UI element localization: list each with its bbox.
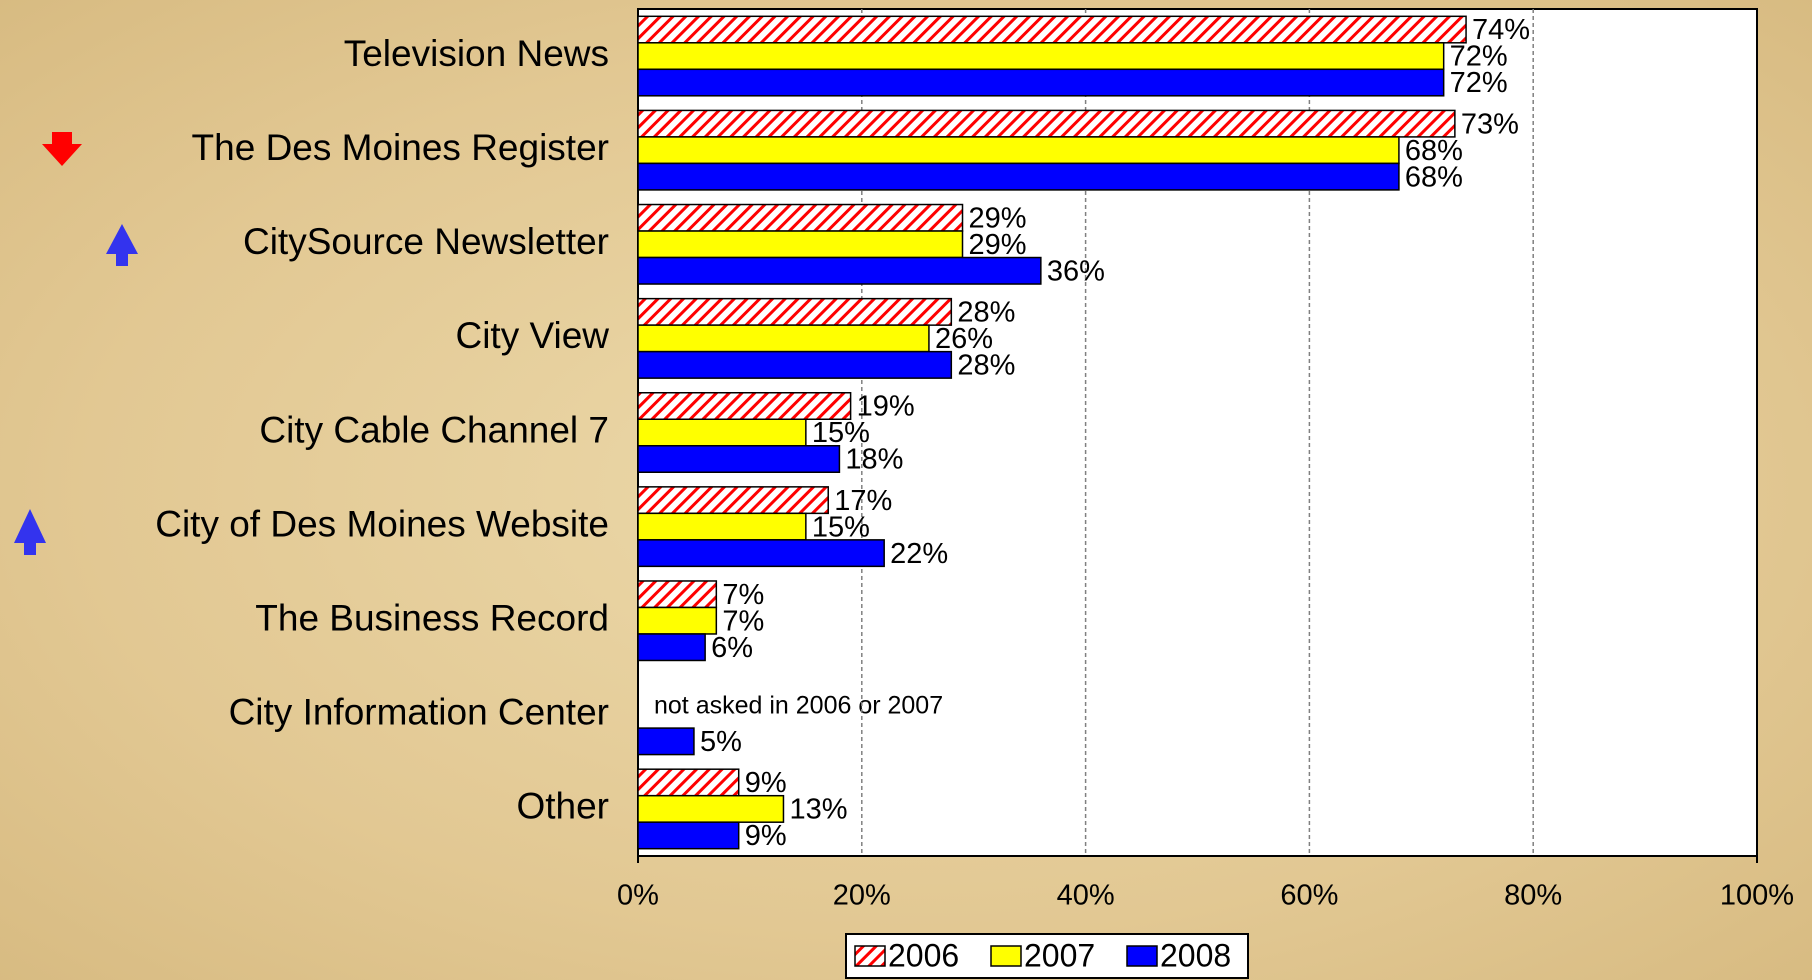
category-label: City View [455, 315, 609, 356]
bar [637, 203, 964, 232]
x-tick-label: 100% [1720, 880, 1794, 912]
data-label: 29% [969, 229, 1027, 261]
category-label: City Information Center [229, 692, 609, 733]
category-label: Other [516, 786, 609, 827]
legend-label: 2006 [888, 937, 959, 973]
bar [637, 297, 953, 326]
bar [637, 539, 885, 568]
x-tick-label: 40% [1057, 880, 1115, 912]
bar [637, 794, 785, 823]
up-arrow [14, 509, 46, 555]
data-label: 72% [1450, 67, 1508, 99]
bar [637, 256, 1042, 285]
bar [637, 42, 1445, 71]
data-label: 7% [722, 605, 764, 637]
legend-label: 2008 [1160, 937, 1231, 973]
data-label: 22% [890, 538, 948, 570]
bar [637, 162, 1400, 191]
bar [637, 68, 1445, 97]
bar [637, 580, 718, 609]
data-label: 9% [745, 820, 787, 852]
data-label: 29% [969, 202, 1027, 234]
data-label: 68% [1405, 135, 1463, 167]
category-label: The Business Record [255, 598, 609, 639]
category-label: City Cable Channel 7 [259, 409, 609, 450]
bar [637, 136, 1400, 165]
data-label: 74% [1472, 14, 1530, 46]
bar [637, 392, 852, 420]
category-label: City of Des Moines Website [155, 503, 609, 544]
x-tick-label: 0% [617, 880, 659, 912]
data-label: 6% [711, 632, 753, 664]
data-label: 13% [789, 794, 847, 826]
data-label: 17% [834, 485, 892, 517]
data-label: 15% [812, 417, 870, 449]
bar [637, 15, 1467, 44]
data-label: 72% [1450, 41, 1508, 73]
data-label: 36% [1047, 255, 1105, 287]
bar [637, 230, 964, 259]
bar [637, 324, 930, 353]
bar [637, 821, 740, 850]
bar [637, 512, 807, 541]
data-label: 5% [700, 726, 742, 758]
data-label: 19% [857, 391, 915, 423]
category-label: CitySource Newsletter [243, 221, 609, 262]
x-tick-label: 80% [1504, 880, 1562, 912]
x-tick-label: 20% [833, 880, 891, 912]
bar [637, 486, 829, 515]
data-label: 28% [957, 350, 1015, 382]
bar [637, 727, 695, 756]
bar [637, 418, 807, 447]
legend-swatch [990, 945, 1022, 967]
data-label: 15% [812, 511, 870, 543]
bar [637, 606, 718, 635]
data-label: 68% [1405, 161, 1463, 193]
data-label: 26% [935, 323, 993, 355]
bar [637, 350, 953, 379]
legend [845, 933, 1249, 979]
annotation: not asked in 2006 or 2007 [654, 692, 943, 720]
x-tick-label: 60% [1280, 880, 1338, 912]
bar [637, 445, 841, 473]
down-arrow [42, 132, 82, 166]
data-label: 28% [957, 297, 1015, 329]
legend-swatch [854, 945, 886, 967]
bar [637, 768, 740, 797]
bar [637, 109, 1456, 138]
up-arrow [106, 224, 138, 266]
data-label: 7% [722, 579, 764, 611]
data-label: 73% [1461, 108, 1519, 140]
bar [637, 633, 706, 662]
data-label: 18% [845, 444, 903, 476]
legend-label: 2007 [1024, 937, 1095, 973]
category-label: The Des Moines Register [192, 127, 609, 168]
category-label: Television News [344, 33, 609, 74]
legend-swatch [1126, 945, 1158, 967]
data-label: 9% [745, 767, 787, 799]
